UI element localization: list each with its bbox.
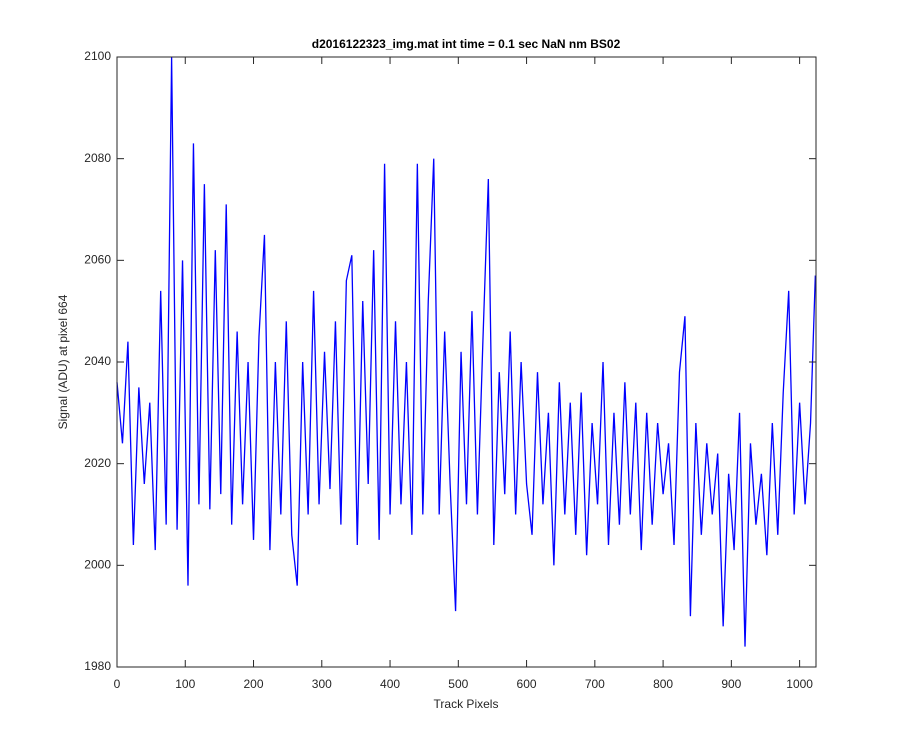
x-tick-label: 500 (448, 677, 468, 691)
data-line (116, 56, 816, 647)
x-tick-label: 900 (721, 677, 741, 691)
x-tick-label: 100 (175, 677, 195, 691)
y-tick-label: 2080 (84, 151, 111, 165)
y-tick-label: 2100 (84, 49, 111, 63)
y-axis-label: Signal (ADU) at pixel 664 (56, 294, 70, 429)
x-tick-label: 200 (244, 677, 264, 691)
x-tick-label: 400 (380, 677, 400, 691)
y-tick-label: 2000 (84, 558, 111, 572)
x-tick-label: 300 (312, 677, 332, 691)
plot-frame (116, 56, 817, 668)
y-tick-label: 2020 (84, 456, 111, 470)
y-tick-label: 2040 (84, 354, 111, 368)
y-tick-label: 1980 (84, 659, 111, 673)
x-tick-label: 800 (653, 677, 673, 691)
x-tick-label: 1000 (786, 677, 813, 691)
x-axis-label: Track Pixels (434, 697, 499, 711)
y-tick-label: 2060 (84, 253, 111, 267)
chart-title: d2016122323_img.mat int time = 0.1 sec N… (312, 37, 621, 51)
x-tick-label: 700 (585, 677, 605, 691)
x-tick-label: 0 (114, 677, 121, 691)
x-tick-label: 600 (517, 677, 537, 691)
